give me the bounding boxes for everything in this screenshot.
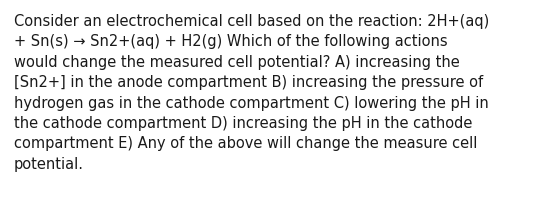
Text: Consider an electrochemical cell based on the reaction: 2H+(aq)
+ Sn(s) → Sn2+(a: Consider an electrochemical cell based o… [14,14,489,172]
